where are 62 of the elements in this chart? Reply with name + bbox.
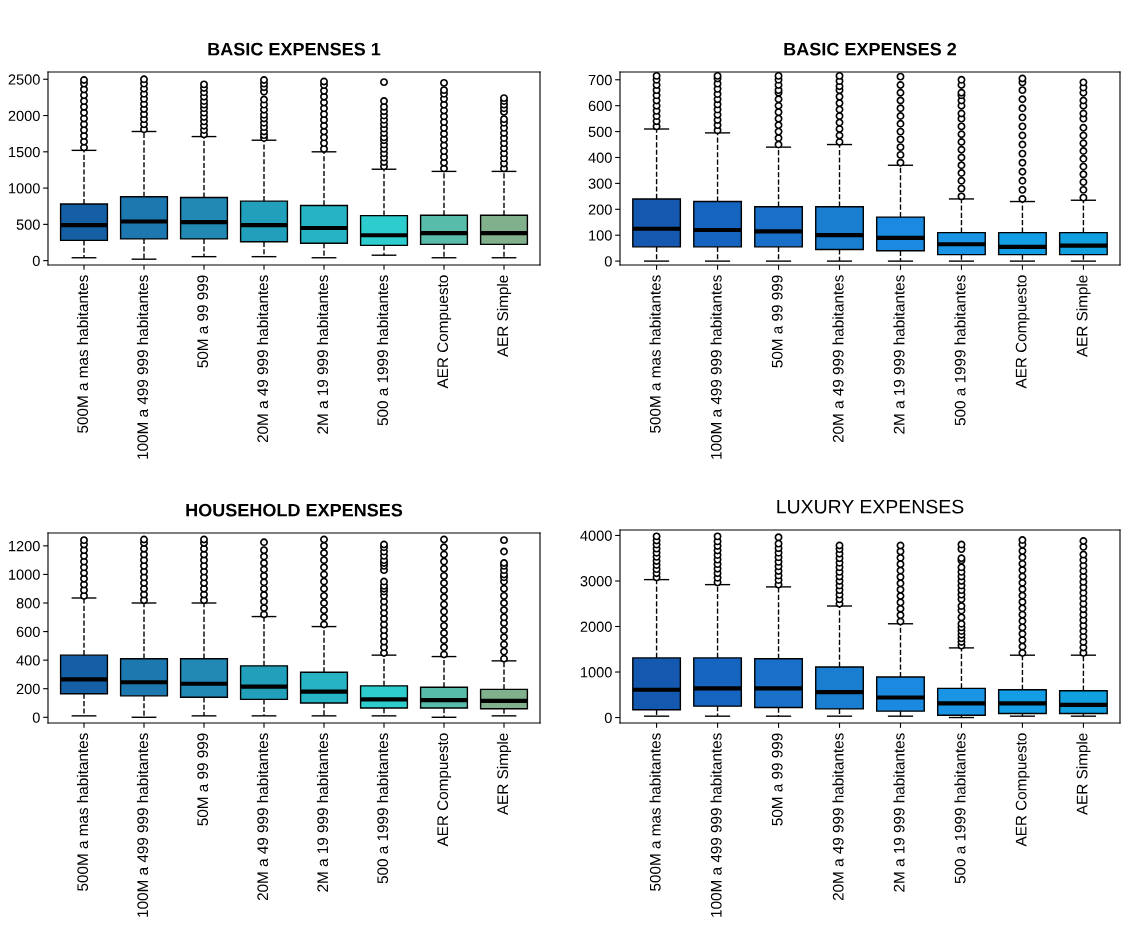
y-tick-label: 1000 (9, 569, 40, 580)
y-tick-label: 300 (588, 178, 612, 189)
y-tick-label: 1000 (581, 667, 612, 678)
y-tick-label: 400 (16, 655, 40, 666)
x-tick-label: AER Compuesto (437, 733, 452, 847)
x-tick-label: 2M a 19 999 habitantes (316, 275, 329, 434)
x-tick-label: 50M a 99 999 (197, 733, 209, 826)
x-tick-label: 500 a 1999 habitantes (954, 275, 966, 426)
chart-title: LUXURY EXPENSES (777, 499, 964, 514)
x-tick-label: 100M a 499 999 habitantes (710, 733, 722, 917)
x-tick-label: 100M a 499 999 habitantes (136, 275, 149, 459)
x-tick-label: 2M a 19 999 habitantes (893, 275, 905, 434)
y-tick-label: 0 (32, 712, 40, 723)
x-tick-label: 500M a mas habitantes (649, 275, 661, 433)
y-tick-label: 2500 (8, 74, 40, 85)
y-tick-label: 1500 (9, 146, 40, 158)
y-tick-label: 600 (588, 100, 612, 112)
y-tick-label: 500 (588, 126, 612, 138)
x-tick-label: 50M a 99 999 (197, 275, 209, 368)
x-tick-label: 100M a 499 999 habitantes (710, 275, 722, 459)
x-tick-label: AER Compuesto (437, 275, 452, 389)
x-tick-label: AER Simple (496, 733, 512, 816)
chart-title: HOUSEHOLD EXPENSES (186, 503, 403, 517)
x-tick-label: 20M a 49 999 habitantes (256, 275, 269, 443)
y-tick-label: 400 (588, 152, 612, 163)
chart-title: BASIC EXPENSES 2 (784, 42, 957, 56)
y-tick-label: 200 (588, 204, 612, 215)
y-tick-label: 3000 (580, 576, 612, 587)
x-tick-label: 20M a 49 999 habitantes (832, 733, 844, 901)
x-tick-label: 500 a 1999 habitantes (376, 275, 389, 426)
y-tick-label: 2000 (580, 621, 612, 632)
y-tick-label: 1200 (9, 540, 40, 552)
y-tick-label: 800 (16, 598, 40, 609)
y-tick-label: 700 (588, 74, 612, 86)
y-tick-label: 100 (589, 230, 612, 241)
y-tick-label: 0 (604, 256, 612, 267)
chart-title: BASIC EXPENSES 1 (208, 42, 381, 56)
y-tick-label: 2000 (8, 110, 40, 121)
x-tick-label: 50M a 99 999 (771, 275, 783, 368)
y-tick-label: 0 (32, 255, 40, 267)
y-tick-label: 600 (16, 626, 40, 637)
y-tick-label: 1000 (9, 183, 40, 194)
x-tick-label: 2M a 19 999 habitantes (893, 733, 905, 892)
x-tick-label: AER Compuesto (1015, 275, 1030, 389)
x-tick-label: 20M a 49 999 habitantes (832, 275, 844, 443)
x-tick-label: AER Simple (1076, 275, 1091, 358)
x-tick-label: 500M a mas habitantes (76, 733, 89, 891)
x-tick-label: 500M a mas habitantes (649, 733, 661, 891)
x-tick-label: AER Compuesto (1015, 733, 1030, 847)
x-tick-label: 2M a 19 999 habitantes (316, 733, 329, 892)
x-tick-label: 100M a 499 999 habitantes (136, 733, 149, 917)
x-tick-label: 500 a 1999 habitantes (954, 733, 966, 884)
y-tick-label: 200 (16, 683, 40, 695)
x-tick-label: 50M a 99 999 (771, 733, 783, 826)
x-tick-label: 500M a mas habitantes (76, 275, 89, 433)
x-tick-label: 20M a 49 999 habitantes (256, 733, 269, 901)
x-tick-label: 500 a 1999 habitantes (376, 733, 389, 884)
y-tick-label: 500 (16, 219, 40, 230)
y-tick-label: 4000 (580, 530, 612, 541)
x-tick-label: AER Simple (1076, 733, 1091, 816)
x-tick-label: AER Simple (496, 275, 512, 358)
y-tick-label: 0 (604, 712, 612, 723)
